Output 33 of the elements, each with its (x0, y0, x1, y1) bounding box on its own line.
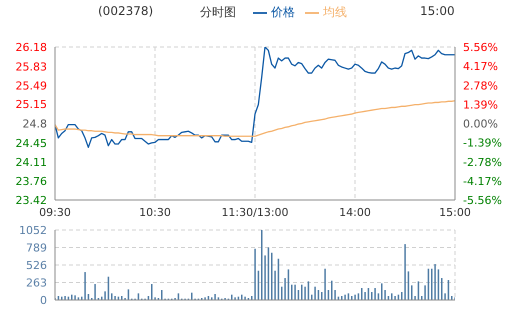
x-tick-label: 10:30 (139, 206, 171, 219)
y2-tick-label: 5.56% (463, 41, 498, 54)
y2-tick-label: 4.17% (463, 60, 498, 74)
y2-tick-label: 1.39% (463, 98, 498, 112)
x-tick-label: 11:30/13:00 (221, 206, 289, 219)
y-tick-label: 0 (40, 294, 47, 307)
y-tick-label: 23.42 (16, 194, 47, 207)
x-tick-label: 09:30 (39, 206, 71, 219)
y2-tick-label: -4.17% (463, 174, 502, 188)
chart-title: (002378) (98, 4, 154, 18)
y2-tick-label: -5.56% (463, 194, 502, 207)
y-tick-label: 24.45 (16, 136, 47, 150)
chart-subtitle: 分时图 (200, 4, 236, 21)
y-tick-label: 25.49 (16, 79, 47, 92)
legend-label: 均线 (323, 5, 347, 19)
y-tick-label: 25.15 (16, 98, 47, 112)
text: 15:00 (420, 4, 455, 18)
y2-tick-label: 2.78% (463, 79, 498, 92)
y-tick-label: 25.83 (16, 60, 47, 74)
y2-tick-label: 0.00% (463, 118, 498, 130)
y2-tick-label: -1.39% (463, 136, 502, 150)
legend-label: 价格 (271, 5, 295, 19)
y-tick-label: 526 (26, 258, 47, 272)
y-tick-label: 789 (26, 241, 47, 254)
y-tick-label: 23.76 (16, 175, 47, 188)
y-tick-label: 263 (26, 276, 47, 290)
y2-tick-label: -2.78% (463, 156, 502, 169)
y-tick-label: 24.11 (16, 156, 47, 169)
x-tick-label: 14:00 (339, 206, 371, 219)
x-tick-label: 15:00 (439, 206, 471, 219)
y-tick-label: 24.8 (22, 118, 47, 130)
y-tick-label: 26.18 (16, 41, 47, 54)
y-tick-label: 1052 (19, 224, 47, 237)
